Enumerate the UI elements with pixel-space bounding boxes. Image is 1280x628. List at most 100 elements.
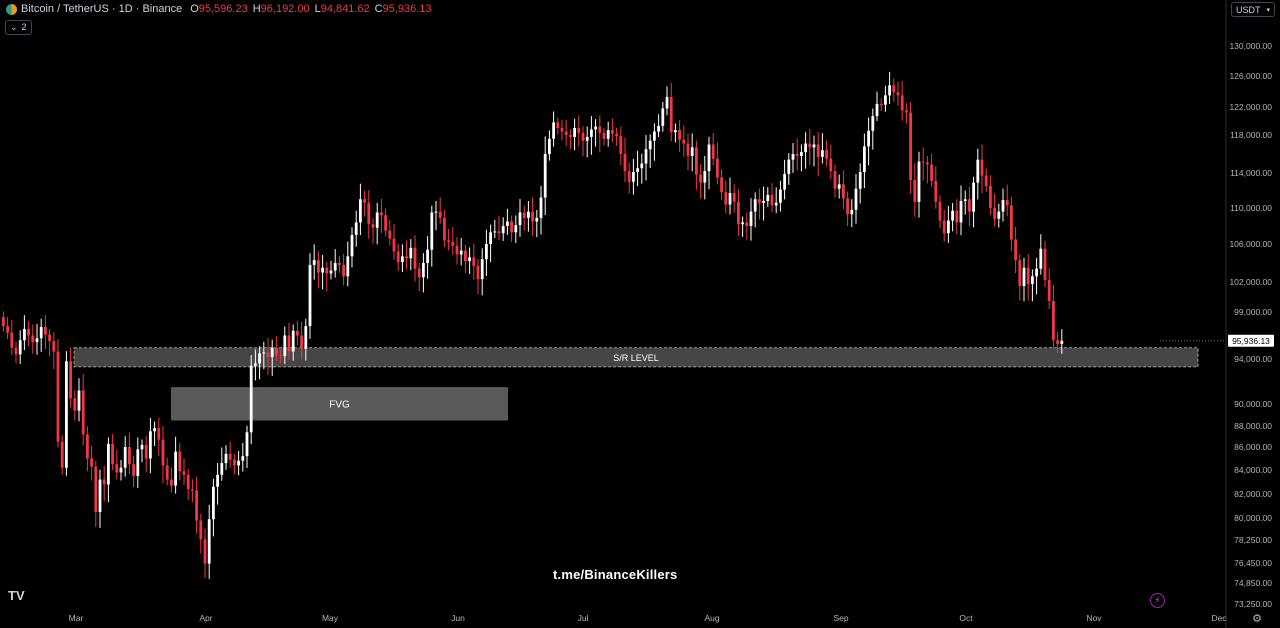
candle-body bbox=[161, 439, 165, 466]
candle-body bbox=[1043, 248, 1047, 281]
price-tick-label: 102,000.00 bbox=[1229, 277, 1272, 287]
candle-body bbox=[993, 208, 996, 219]
time-tick-label: Dec bbox=[1211, 613, 1227, 623]
candle-body bbox=[812, 144, 816, 148]
candle-body bbox=[413, 247, 417, 269]
candle-body bbox=[984, 175, 988, 187]
candle-body bbox=[165, 465, 169, 480]
candle-body bbox=[90, 458, 93, 467]
candle-body bbox=[850, 209, 854, 215]
candle-body bbox=[136, 449, 140, 476]
time-tick-label: Aug bbox=[704, 613, 719, 623]
candle-body bbox=[699, 174, 702, 183]
candle-body bbox=[438, 211, 442, 218]
candle-body bbox=[39, 327, 43, 339]
currency-select[interactable]: USDT ▾ bbox=[1231, 2, 1275, 17]
candle-body bbox=[506, 221, 509, 226]
candle-body bbox=[871, 116, 875, 131]
candle-body bbox=[791, 154, 795, 160]
candle-body bbox=[174, 451, 177, 486]
lightning-icon[interactable]: ⚡ bbox=[1150, 593, 1165, 608]
price-tick-label: 76,450.00 bbox=[1234, 558, 1272, 568]
candle-body bbox=[1005, 200, 1009, 206]
candle-body bbox=[976, 159, 980, 183]
candle-body bbox=[1060, 340, 1064, 344]
candle-body bbox=[863, 146, 866, 173]
candle-body bbox=[783, 173, 786, 190]
candle-body bbox=[1031, 276, 1034, 284]
candle-body bbox=[203, 539, 207, 564]
candle-body bbox=[1047, 280, 1051, 301]
candle-body bbox=[1001, 200, 1005, 212]
candle-body bbox=[207, 519, 211, 564]
candle-body bbox=[73, 398, 77, 411]
open-label: O bbox=[190, 3, 199, 15]
candle-body bbox=[611, 130, 614, 134]
candle-body bbox=[195, 490, 198, 521]
tradingview-logo-icon[interactable]: TV bbox=[8, 588, 25, 603]
candle-body bbox=[837, 184, 841, 189]
fvg-zone[interactable] bbox=[171, 387, 508, 421]
candle-body bbox=[493, 231, 497, 233]
candle-body bbox=[367, 202, 371, 225]
candle-body bbox=[98, 479, 102, 512]
candle-body bbox=[23, 328, 26, 341]
candle-body bbox=[758, 199, 761, 203]
candle-body bbox=[375, 212, 379, 228]
candle-body bbox=[69, 361, 72, 399]
candle-body bbox=[875, 103, 879, 117]
candle-body bbox=[653, 131, 656, 141]
candle-body bbox=[228, 453, 232, 460]
indicators-toggle[interactable]: ⌄ 2 bbox=[5, 20, 32, 35]
candle-body bbox=[585, 136, 589, 141]
candle-body bbox=[858, 172, 862, 189]
symbol-title[interactable]: Bitcoin / TetherUS · 1D · Binance bbox=[21, 3, 183, 15]
price-tick-label: 122,000.00 bbox=[1229, 102, 1272, 112]
candle-body bbox=[623, 154, 627, 172]
candle-body bbox=[800, 152, 803, 156]
candle-body bbox=[132, 464, 135, 476]
candle-body bbox=[938, 201, 942, 221]
candle-body bbox=[598, 126, 602, 133]
candle-body bbox=[892, 85, 896, 93]
candle-body bbox=[451, 242, 455, 246]
candle-body bbox=[590, 129, 593, 137]
candle-body bbox=[737, 201, 740, 225]
candle-body bbox=[371, 224, 375, 228]
candle-body bbox=[6, 326, 9, 333]
candle-body bbox=[304, 326, 308, 349]
candle-body bbox=[115, 464, 119, 473]
candle-body bbox=[884, 95, 887, 105]
candle-body bbox=[669, 96, 673, 133]
candle-body bbox=[464, 250, 467, 262]
gear-icon[interactable]: ⚙ bbox=[1252, 613, 1262, 625]
candle-body bbox=[854, 188, 858, 210]
candle-body bbox=[111, 443, 114, 465]
candle-body bbox=[325, 267, 329, 274]
candle-body bbox=[199, 520, 203, 540]
price-tick-label: 73,250.00 bbox=[1234, 599, 1272, 609]
currency-label: USDT bbox=[1236, 5, 1261, 15]
candle-body bbox=[577, 128, 581, 133]
candle-body bbox=[317, 260, 320, 273]
candle-body bbox=[678, 130, 681, 140]
candle-body bbox=[287, 335, 291, 352]
candle-body bbox=[312, 260, 316, 265]
time-tick-label: Mar bbox=[69, 613, 84, 623]
candle-body bbox=[249, 365, 253, 433]
candle-body bbox=[102, 479, 106, 485]
candle-body bbox=[1010, 205, 1013, 240]
candle-body bbox=[224, 453, 228, 464]
candle-body bbox=[833, 171, 837, 189]
candle-body bbox=[665, 96, 669, 109]
candle-body bbox=[724, 192, 728, 205]
candle-body bbox=[182, 471, 186, 475]
candle-body bbox=[955, 210, 959, 223]
candle-body bbox=[594, 126, 597, 130]
time-tick-label: Jun bbox=[451, 613, 465, 623]
candle-body bbox=[35, 338, 39, 343]
candle-body bbox=[535, 217, 539, 222]
sr-level-zone[interactable] bbox=[73, 347, 1199, 368]
candle-body bbox=[560, 128, 564, 132]
